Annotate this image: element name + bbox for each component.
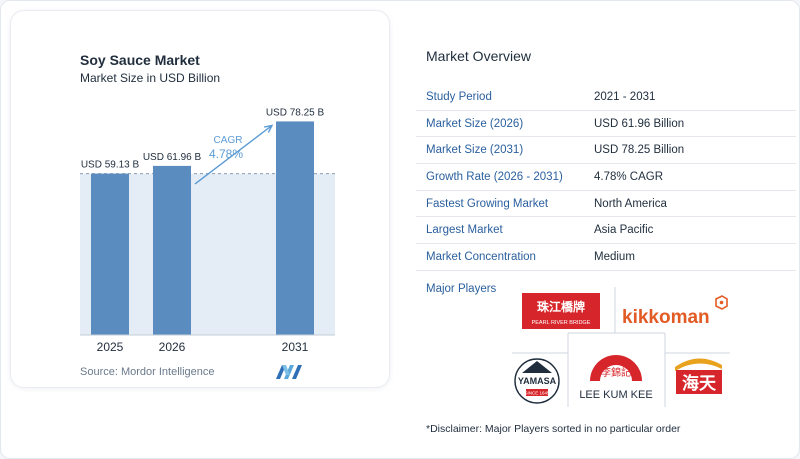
- row-value: Asia Pacific: [594, 224, 654, 237]
- lee-kum-kee-cn: 李錦記: [601, 366, 631, 379]
- row-label: Market Size (2031): [426, 144, 524, 157]
- overview-row: Study Period 2021 - 2031: [416, 84, 796, 111]
- haitian-logo: 海天: [675, 358, 722, 394]
- overview-row: Market Concentration Medium: [416, 244, 796, 271]
- yamasa-sub: SINCE 1645: [524, 391, 550, 396]
- overview-row: Market Size (2026) USD 61.96 Billion: [416, 111, 796, 138]
- row-label: Fastest Growing Market: [426, 197, 549, 210]
- bar-value-label: USD 59.13 B: [81, 160, 140, 171]
- lee-kum-kee-en: LEE KUM KEE: [579, 389, 652, 401]
- yamasa-name: YAMASA: [518, 376, 557, 386]
- kikkoman-name: kikkoman: [622, 307, 710, 328]
- x-tick-label: 2025: [97, 340, 124, 354]
- row-label: Growth Rate (2026 - 2031): [426, 170, 563, 183]
- cagr-arrow-head: [264, 124, 274, 133]
- overview-row: Largest Market Asia Pacific: [416, 217, 796, 245]
- row-value: 2021 - 2031: [594, 90, 656, 103]
- row-label: Market Concentration: [426, 250, 536, 263]
- x-tick-label: 2026: [159, 340, 186, 354]
- cagr-label: CAGR: [214, 135, 243, 146]
- mordor-intelligence-logo-icon: [276, 365, 302, 379]
- overview-row: Market Size (2031) USD 78.25 Billion: [416, 137, 796, 165]
- row-value: Medium: [594, 250, 635, 263]
- bar-value-label: USD 78.25 B: [266, 107, 325, 118]
- lee-kum-kee-logo: 李錦記 LEE KUM KEE: [579, 355, 653, 401]
- chart-subtitle: Market Size in USD Billion: [80, 71, 221, 85]
- bar-chart: USD 59.13 B 2025 USD 61.96 B 2026 USD 78.25 …: [80, 107, 335, 354]
- cagr-value: 4.78%: [209, 147, 243, 161]
- row-value: USD 78.25 Billion: [594, 144, 685, 157]
- major-players-logos: 珠江橋牌 PEARL RIVER BRIDGE kikkoman YAMASA …: [512, 287, 730, 407]
- row-label: Market Size (2026): [426, 117, 524, 130]
- bar-2026: [153, 165, 191, 335]
- overview-table: Study Period 2021 - 2031 Market Size (20…: [416, 84, 796, 271]
- overview-row: Growth Rate (2026 - 2031) 4.78% CAGR: [416, 164, 796, 191]
- row-value: 4.78% CAGR: [594, 170, 664, 183]
- bar-2031: [276, 121, 314, 336]
- row-label: Study Period: [426, 90, 492, 103]
- source-text: Source: Mordor Intelligence: [80, 366, 215, 378]
- pearl-river-en: PEARL RIVER BRIDGE: [532, 320, 591, 326]
- overview-row: Fastest Growing Market North America: [416, 191, 796, 218]
- bar-value-label: USD 61.96 B: [143, 152, 202, 163]
- chart-title: Soy Sauce Market: [80, 52, 200, 68]
- row-value: USD 61.96 Billion: [594, 117, 685, 130]
- x-tick-label: 2031: [282, 340, 309, 354]
- cagr-arrow-line: [194, 124, 273, 185]
- row-value: North America: [594, 197, 667, 210]
- kikkoman-logo: kikkoman: [622, 295, 728, 328]
- pearl-river-bridge-logo: 珠江橋牌 PEARL RIVER BRIDGE: [522, 293, 600, 329]
- row-label: Largest Market: [426, 224, 503, 237]
- overview-title: Market Overview: [426, 48, 532, 64]
- disclaimer-text: *Disclaimer: Major Players sorted in no …: [426, 423, 681, 435]
- pearl-river-cn: 珠江橋牌: [537, 299, 585, 314]
- haitian-name: 海天: [682, 373, 717, 394]
- major-players-label: Major Players: [426, 283, 497, 295]
- yamasa-logo: YAMASA SINCE 1645: [514, 358, 560, 404]
- bar-2025: [91, 173, 129, 335]
